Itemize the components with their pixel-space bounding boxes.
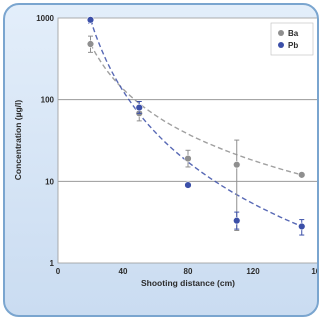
x-tick-label: 40 bbox=[119, 267, 128, 276]
data-point-pb bbox=[233, 216, 241, 225]
y-tick-label: 1 bbox=[50, 259, 55, 268]
trend-line-pb bbox=[89, 19, 303, 228]
x-tick-label: 80 bbox=[184, 267, 193, 276]
legend-box bbox=[270, 22, 314, 56]
data-point-ba bbox=[298, 171, 306, 179]
data-point-pb bbox=[86, 16, 95, 24]
plot-area bbox=[57, 17, 317, 264]
data-point-ba bbox=[86, 40, 95, 48]
data-point-pb bbox=[184, 181, 192, 189]
x-tick-label: 0 bbox=[56, 267, 61, 276]
trend-line-ba bbox=[89, 43, 302, 176]
x-axis-title: Shooting distance (cm) bbox=[141, 278, 235, 288]
legend-label-pb: Pb bbox=[288, 41, 298, 50]
legend-marker-pb bbox=[278, 42, 284, 48]
y-tick-label: 1000 bbox=[36, 14, 54, 23]
y-axis-title: Concentration (µg/l) bbox=[13, 100, 23, 181]
y-tick-label: 10 bbox=[45, 177, 54, 186]
x-tick-label: 160 bbox=[311, 267, 319, 276]
x-tick-label: 120 bbox=[246, 267, 260, 276]
data-point-ba bbox=[184, 154, 192, 163]
chart-svg: 0 40 80 120 160 1 10 100 1000 Ba Pb Shooting dist… bbox=[13, 14, 319, 288]
data-point-pb bbox=[135, 103, 143, 112]
chart-frame: 0 40 80 120 160 1 10 100 1000 Ba Pb Shooting dist… bbox=[3, 3, 319, 317]
legend-marker-ba bbox=[278, 30, 284, 36]
legend-label-ba: Ba bbox=[288, 29, 299, 38]
data-point-pb bbox=[298, 222, 306, 231]
y-tick-label: 100 bbox=[41, 96, 55, 105]
data-point-ba bbox=[233, 160, 241, 169]
